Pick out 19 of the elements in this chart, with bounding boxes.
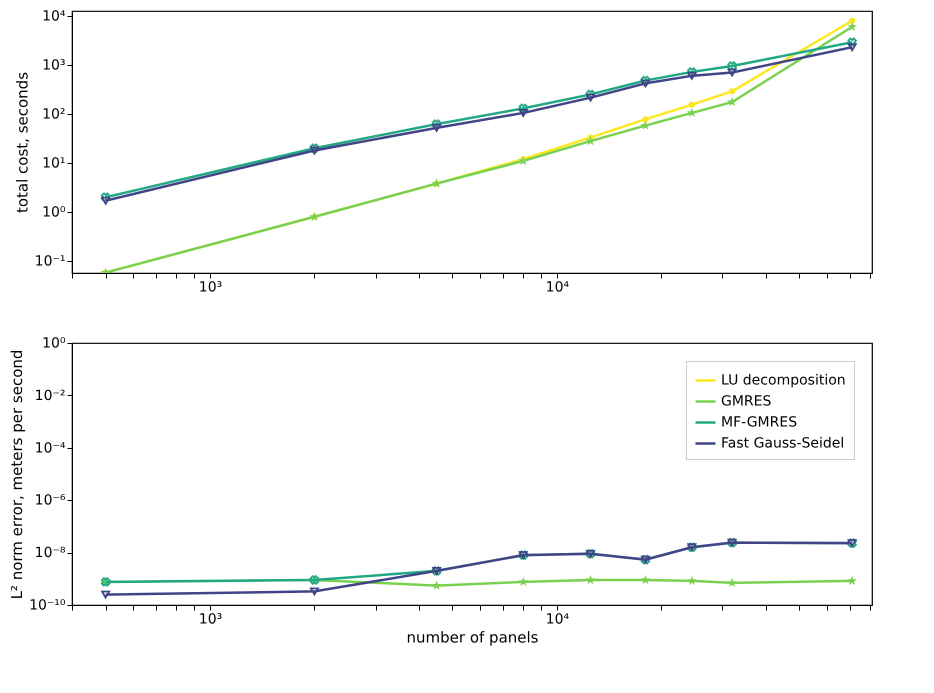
y-tick-label: 10⁻² (34, 388, 66, 404)
y-tick-label: 10⁰ (42, 336, 66, 352)
legend-label: LU decomposition (721, 372, 846, 388)
legend-label: MF-GMRES (721, 414, 798, 430)
legend-label: GMRES (721, 394, 772, 410)
y-tick-label: 10⁴ (42, 8, 66, 24)
y-tick-label: 10⁻⁸ (34, 545, 66, 562)
y-tick-label: 10⁻¹ (34, 254, 66, 270)
y-tick-label: 10² (42, 106, 66, 122)
y-tick-label: 10⁻⁴ (34, 440, 66, 456)
y-tick-label: 10⁻¹⁰ (29, 598, 66, 614)
y-tick-label: 10³ (42, 57, 66, 74)
y-tick-label: 10⁰ (42, 204, 66, 221)
y-axis-title: total cost, seconds (14, 72, 32, 214)
y-axis-title: L² norm error, meters per second (8, 350, 26, 600)
legend-label: Fast Gauss-Seidel (721, 436, 844, 452)
x-axis-title: number of panels (406, 628, 539, 646)
y-tick-label: 10¹ (42, 155, 66, 172)
y-tick-label: 10⁻⁶ (34, 492, 66, 509)
